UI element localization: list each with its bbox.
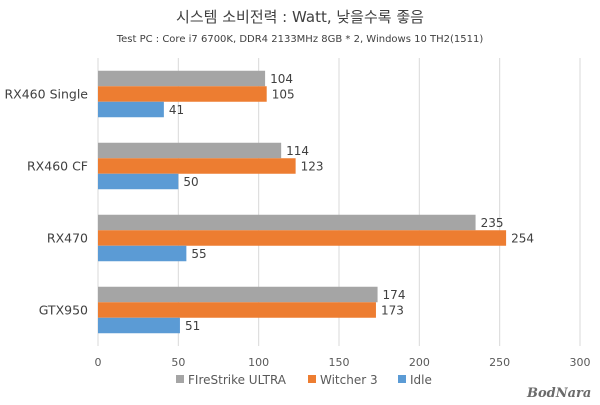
bar-rx470-idle (98, 245, 187, 262)
x-tick-label: 50 (171, 356, 185, 369)
bar-rx460-single-idle (98, 101, 164, 118)
bar-rx460-cf-firestrike-ultra (98, 142, 282, 159)
data-label: 254 (511, 232, 534, 246)
x-tick-label: 0 (95, 356, 102, 369)
chart-subtitle: Test PC : Core i7 6700K, DDR4 2133MHz 8G… (116, 34, 484, 45)
legend: FIreStrike ULTRA Witcher 3 Idle (176, 373, 432, 387)
category-labels: RX460 Single RX460 CF RX470 GTX950 (4, 87, 88, 318)
x-axis-tick-labels: 0 50 100 150 200 250 300 (95, 356, 591, 369)
bar-rx460-cf-idle (98, 173, 179, 190)
category-label: RX460 CF (27, 159, 88, 174)
data-label: 173 (381, 304, 404, 318)
bar-rx470-firestrike-ultra (98, 214, 476, 231)
bar-rx460-single-witcher-3 (98, 86, 267, 102)
data-label: 114 (286, 144, 309, 158)
x-tick-label: 100 (248, 356, 269, 369)
bar-rx460-cf-witcher-3 (98, 158, 296, 174)
x-tick-label: 200 (409, 356, 430, 369)
bar-gtx950-firestrike-ultra (98, 286, 378, 303)
data-label: 55 (191, 247, 206, 261)
x-tick-label: 250 (489, 356, 510, 369)
data-label: 105 (272, 88, 295, 102)
data-label: 50 (183, 175, 198, 189)
chart-title: 시스템 소비전력 : Watt, 낮을수록 좋음 (176, 8, 424, 26)
data-label: 104 (270, 72, 293, 86)
bar-gtx950-idle (98, 317, 180, 334)
data-label: 123 (301, 160, 324, 174)
bar-rx470-witcher-3 (98, 230, 507, 246)
data-label: 174 (383, 288, 406, 302)
legend-swatch (308, 375, 316, 383)
legend-swatch (398, 375, 406, 383)
legend-label: Witcher 3 (320, 373, 378, 387)
data-label: 41 (169, 103, 184, 117)
data-label: 235 (481, 216, 504, 230)
bar-rx460-single-firestrike-ultra (98, 70, 266, 87)
category-label: RX460 Single (4, 87, 88, 102)
x-tick-label: 150 (329, 356, 350, 369)
x-tick-label: 300 (570, 356, 591, 369)
data-label: 51 (185, 319, 200, 333)
legend-swatch (176, 375, 184, 383)
bars: 104 105 41 114 123 50 235 254 55 174 173 51 (98, 70, 534, 334)
legend-label: FIreStrike ULTRA (188, 373, 287, 387)
watermark-logo: BodNara (526, 386, 591, 401)
bar-gtx950-witcher-3 (98, 302, 376, 318)
category-label: GTX950 (39, 303, 88, 318)
category-label: RX470 (47, 231, 88, 246)
gridlines (97, 58, 581, 346)
legend-label: Idle (410, 373, 432, 387)
